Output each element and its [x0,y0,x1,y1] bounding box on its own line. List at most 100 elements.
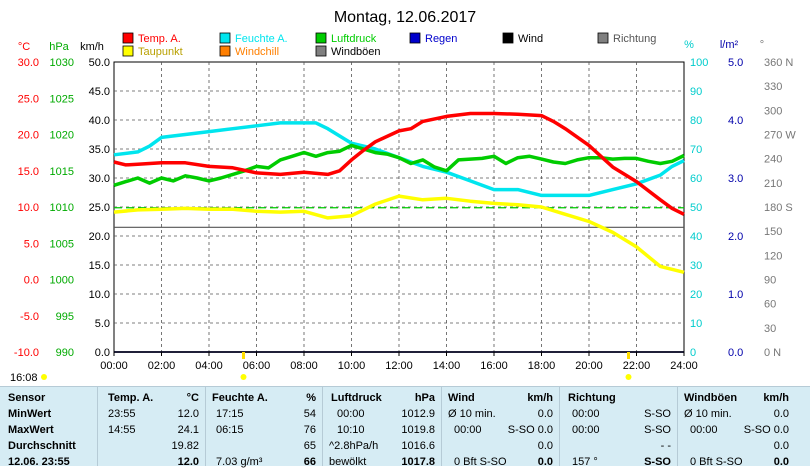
direction-avg-value: - - [660,440,671,452]
direction-tick-label: 90 [764,275,776,287]
gusts-beaufort: 0 Bft S-SO [690,456,743,468]
x-axis: 00:00 02:00 04:00 06:00 08:00 10:00 12:00 14:00… [100,352,698,372]
direction-max-value: S-SO [644,424,671,436]
legend-label: Taupunkt [138,46,183,58]
x-tick-label: 16:00 [480,360,508,372]
humidity-unit: % [306,392,316,404]
legend-swatch [315,45,327,57]
celsius-tick-label: 15.0 [18,166,39,178]
rain-tick-label: 4.0 [728,115,743,127]
axis-unit-percent: % [684,39,694,51]
current-time-label: 16:08 [10,372,38,384]
legend-swatch [219,32,231,44]
wind-max-time: 00:00 [454,424,482,436]
direction-tick-label: 210 [764,178,782,190]
row-label-current: 12.06. 23:55 [8,456,70,468]
gusts-max-value: S-SO 0.0 [743,424,789,436]
gusts-unit: km/h [763,392,789,404]
pressure-forecast: bewölkt [329,456,367,468]
direction-tick-label: 30 [764,323,776,335]
sunset-marker [627,352,630,359]
humidity-max-value: 76 [303,424,316,436]
humidity-column: Feuchte A. % 17:15 54 06:15 76 65 7.03 g… [206,387,323,468]
temp-max-value: 24.1 [177,424,199,436]
legend-label: Temp. A. [138,33,181,45]
percent-tick-label: 70 [690,144,702,156]
pressure-max-time: 10:10 [337,424,365,436]
kmh-tick-label: 0.0 [95,347,110,359]
temp-avg-value: 19.82 [171,440,199,452]
direction-tick-label: 270 W [764,130,796,142]
statistics-table: Sensor MinWert MaxWert Durchschnitt 12.0… [0,386,810,468]
direction-tick-label: 300 [764,105,782,117]
x-tick-label: 22:00 [623,360,651,372]
temp-header: Temp. A. [108,392,154,404]
series-line-taupunkt [113,194,685,274]
wind-beaufort: 0 Bft S-SO [454,456,507,468]
temp-min-value: 12.0 [177,408,199,420]
direction-tick-label: 240 [764,154,782,166]
x-tick-label: 02:00 [148,360,176,372]
plot-grid [114,62,684,352]
hpa-tick-label: 1025 [50,93,74,105]
hpa-tick-label: 1020 [50,130,74,142]
pressure-min-time: 00:00 [337,408,365,420]
x-tick-label: 00:00 [100,360,128,372]
rain-tick-label: 3.0 [728,173,743,185]
humidity-max-time: 06:15 [216,424,244,436]
temp-column: Temp. A. °C 23:55 12.0 14:55 24.1 19.82 … [98,387,206,468]
celsius-tick-label: 30.0 [18,57,39,69]
x-tick-label: 14:00 [433,360,461,372]
gusts-current-value: 0.0 [773,456,789,468]
humidity-header: Feuchte A. [212,392,268,404]
humidity-min-value: 54 [303,408,316,420]
row-label-min: MinWert [8,408,52,420]
x-tick-label: 06:00 [243,360,271,372]
direction-column: Richtung 00:00 S-SO 00:00 S-SO - - 157 °… [560,387,678,468]
percent-tick-label: 30 [690,260,702,272]
celsius-tick-label: 25.0 [18,93,39,105]
percent-tick-label: 50 [690,202,702,214]
kmh-tick-label: 40.0 [89,115,110,127]
celsius-tick-label: 0.0 [24,275,39,287]
pressure-avg-value: 1016.6 [401,440,435,452]
percent-tick-label: 20 [690,289,702,301]
rain-tick-label: 1.0 [728,289,743,301]
celsius-tick-label: 20.0 [18,130,39,142]
series-line-temp-a- [113,111,685,216]
row-label-max: MaxWert [8,424,54,436]
hpa-tick-label: 1005 [50,238,74,250]
legend-swatch [219,45,231,57]
axis-unit-hpa: hPa [49,41,69,53]
chart-title: Montag, 12.06.2017 [334,9,476,26]
hpa-tick-label: 1010 [50,202,74,214]
pressure-trend: ^2.8hPa/h [329,440,379,452]
x-tick-label: 10:00 [338,360,366,372]
current-time-marker [41,374,47,380]
percent-tick-label: 0 [690,347,696,359]
direction-tick-label: 180 S [764,202,793,214]
x-tick-label: 20:00 [575,360,603,372]
temp-min-time: 23:55 [108,408,136,420]
legend-swatch [122,45,134,57]
percent-tick-label: 100 [690,57,708,69]
gusts-min-time: Ø 10 min. [684,408,732,420]
pressure-column: Luftdruck hPa 00:00 1012.9 10:10 1019.8 … [323,387,442,468]
legend-swatch [502,32,514,44]
celsius-tick-label: -10.0 [14,347,39,359]
wind-min-time: Ø 10 min. [448,408,496,420]
x-tick-label: 18:00 [528,360,556,372]
x-tick-label: 12:00 [385,360,413,372]
kmh-tick-label: 45.0 [89,86,110,98]
legend-label: Regen [425,33,457,45]
percent-tick-label: 60 [690,173,702,185]
wind-column: Wind km/h Ø 10 min. 0.0 00:00 S-SO 0.0 0… [442,387,560,468]
pressure-current-value: 1017.8 [401,456,435,468]
sensor-column: Sensor MinWert MaxWert Durchschnitt 12.0… [0,387,98,468]
direction-tick-label: 330 [764,81,782,93]
wind-avg-value: 0.0 [537,440,553,452]
sunrise-marker [242,352,245,359]
celsius-tick-label: -5.0 [20,311,39,323]
direction-min-value: S-SO [644,408,671,420]
hpa-tick-label: 990 [56,347,74,359]
